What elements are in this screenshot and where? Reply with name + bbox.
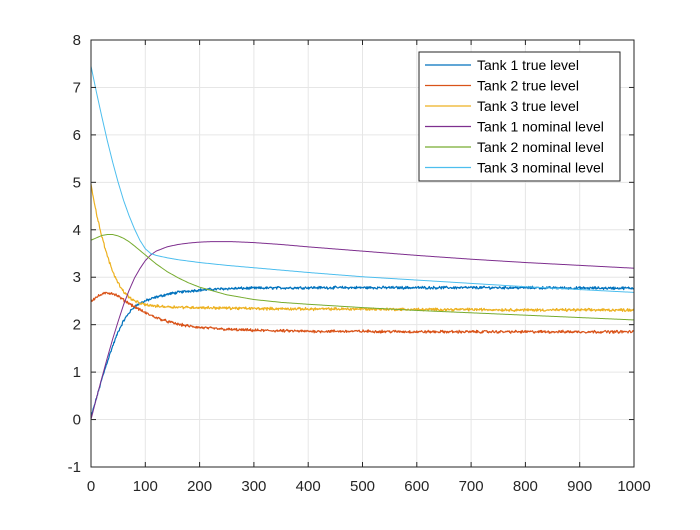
y-tick-label: -1 xyxy=(68,459,81,476)
y-tick-label: 0 xyxy=(73,412,81,429)
y-tick-label: 3 xyxy=(73,269,81,286)
x-tick-label: 500 xyxy=(350,478,375,495)
y-tick-label: 2 xyxy=(73,317,81,334)
x-tick-label: 200 xyxy=(187,478,212,495)
legend-label: Tank 3 true level xyxy=(477,98,579,114)
legend-label: Tank 2 true level xyxy=(477,78,579,94)
x-tick-label: 700 xyxy=(459,478,484,495)
legend-label: Tank 1 true level xyxy=(477,57,579,73)
legend-label: Tank 3 nominal level xyxy=(477,160,604,176)
y-tick-label: 8 xyxy=(73,32,81,49)
y-tick-label: 6 xyxy=(73,127,81,144)
x-tick-label: 800 xyxy=(513,478,538,495)
legend-label: Tank 1 nominal level xyxy=(477,119,604,135)
legend-label: Tank 2 nominal level xyxy=(477,139,604,155)
axes-box xyxy=(90,39,635,468)
x-tick-label: 400 xyxy=(296,478,321,495)
legend: Tank 1 true level Tank 2 true level Tank 3… xyxy=(418,51,621,182)
x-tick-label: 600 xyxy=(404,478,429,495)
series-line-3 xyxy=(90,183,635,312)
x-tick-label: 900 xyxy=(567,478,592,495)
y-tick-label: 1 xyxy=(73,364,81,381)
x-tick-label: 0 xyxy=(87,478,95,495)
y-tick-label: 4 xyxy=(73,222,81,239)
x-tick-label: 1000 xyxy=(617,478,650,495)
legend-box xyxy=(418,51,621,182)
tick-labels: 0 100 200 300 400 500 600 700 800 900 1000 -1 0 1 2 3 4 5… xyxy=(68,32,651,495)
x-tick-label: 300 xyxy=(241,478,266,495)
axes xyxy=(90,39,635,468)
series-line-4 xyxy=(90,241,635,420)
series-line-6 xyxy=(90,65,635,293)
series-group xyxy=(90,65,635,420)
x-tick-label: 100 xyxy=(133,478,158,495)
series-line-1 xyxy=(90,285,635,418)
series-line-5 xyxy=(90,234,635,321)
y-tick-label: 5 xyxy=(73,174,81,191)
series-line-2 xyxy=(90,291,635,334)
y-tick-label: 7 xyxy=(73,79,81,96)
